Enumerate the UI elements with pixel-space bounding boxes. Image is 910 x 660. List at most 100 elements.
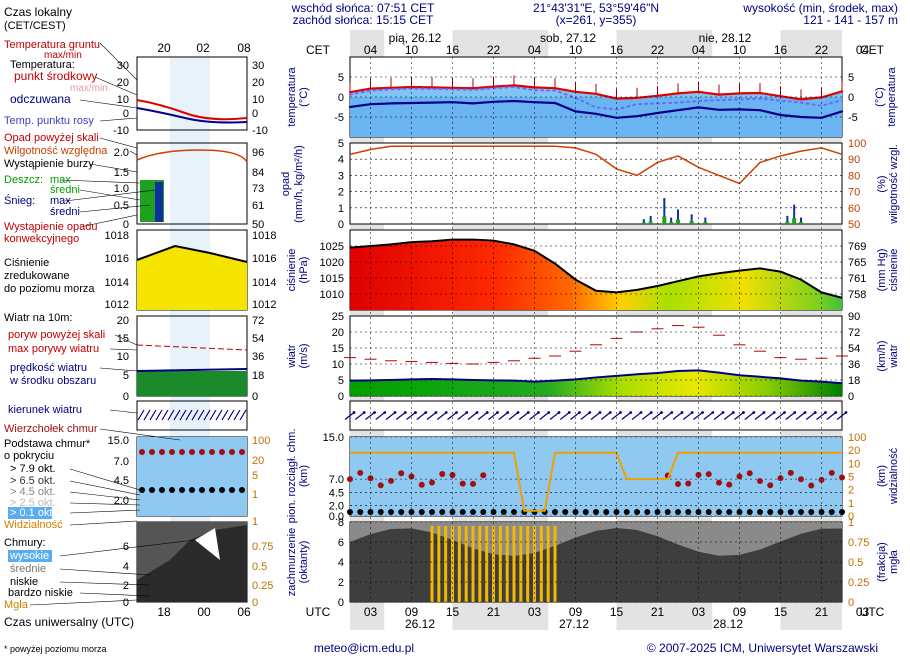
legend-tick: 4.5 <box>114 475 129 487</box>
legend-leader <box>129 150 138 156</box>
legend-gust-line <box>136 344 248 351</box>
panel-prec <box>349 142 843 225</box>
cloud-top-dot <box>839 474 845 481</box>
legend-high: wysokie <box>9 550 49 562</box>
wind-dir-head <box>752 411 756 414</box>
cloud-tick-left: 2.0 <box>329 500 344 512</box>
legend-dir-arrow <box>203 409 211 421</box>
cloud-base-dot <box>582 509 589 515</box>
legend-utc-tick: 18 <box>157 605 171 619</box>
legend-tick: 15.0 <box>108 435 129 447</box>
wind-dir-arrow <box>641 412 652 420</box>
legend-tick: 20 <box>117 315 129 327</box>
legend-wind_dir: kierunek wiatru <box>8 404 82 416</box>
legend-dir-arrow <box>221 409 229 421</box>
pres-tick-right: 761 <box>848 273 866 285</box>
wind-dir-head <box>465 411 469 414</box>
legend-tick: 20 <box>117 77 129 89</box>
legend-leader <box>59 539 196 557</box>
wind-tick-right: 36 <box>848 359 860 371</box>
legend-top-dot <box>239 449 245 455</box>
cloud-base-dot <box>798 509 804 515</box>
legend-snow-bar <box>155 182 163 222</box>
legend-top-dot <box>169 449 175 455</box>
legend-leader <box>59 581 151 586</box>
legend-top-dot <box>159 449 165 455</box>
day-label: sob, 27.12 <box>540 31 596 45</box>
utc-tick: 03 <box>692 605 706 619</box>
legend-base-dot <box>159 487 165 493</box>
pres-tick-right: 758 <box>848 289 866 301</box>
legend-dir-arrow <box>167 409 175 421</box>
wind-dir-head <box>824 411 827 414</box>
legend-cloud_top: Wierzchołek chmur <box>4 423 98 435</box>
legend-base-dot <box>169 487 175 493</box>
legend-leader <box>79 204 151 213</box>
cloud-base-dot <box>623 509 630 515</box>
precip-bar <box>793 204 796 224</box>
axis-title-press_right: ciśnienie <box>888 249 900 292</box>
wind-dir-head <box>537 411 540 414</box>
legend-rain_max: max <box>50 174 71 186</box>
wind-dir-head <box>670 411 674 414</box>
cet-tick: 04 <box>856 43 870 57</box>
cet-tick: 10 <box>733 43 747 57</box>
wind-dir-head <box>373 411 376 414</box>
wind-tick-left: 20 <box>332 327 344 339</box>
utc-tick: 09 <box>733 605 747 619</box>
legend-max_min_faint: max/min <box>70 83 108 94</box>
axis-title-fog_right_unit: (frakcja) <box>876 542 888 582</box>
fog-tick-left: 8 <box>338 517 344 529</box>
legend-base-dot <box>189 487 195 493</box>
legend-leader <box>69 480 141 496</box>
axis-title-wind_right: wiatr <box>888 344 900 369</box>
vis-tick-right: 100 <box>848 432 866 444</box>
wind-dir-arrow <box>365 412 375 420</box>
wind-dir-arrow <box>693 412 703 420</box>
fog-bar <box>478 526 482 602</box>
wind-dir-arrow <box>744 412 755 420</box>
legend-cet-tick: 20 <box>157 41 171 55</box>
fog-tick-left: 6 <box>338 537 344 549</box>
utc-tick: 09 <box>569 605 583 619</box>
legend-panel <box>136 400 248 431</box>
fog-bar <box>498 526 502 602</box>
fog-bar <box>546 526 550 602</box>
legend-leader <box>109 348 138 351</box>
legend-top-dot <box>209 449 215 455</box>
cloud-base-dot <box>500 509 507 515</box>
legend-tick: 73 <box>252 183 264 195</box>
legend-tick: 1 <box>252 516 258 528</box>
legend-leader <box>79 592 151 597</box>
fog-tick-left: 2 <box>338 577 344 589</box>
legend-leader <box>69 502 141 506</box>
legend-visibility: Widzialność <box>4 519 63 531</box>
wind-dir-head <box>844 411 848 414</box>
legend-snow_max: max <box>50 195 71 207</box>
day-label-bottom: 28.12 <box>713 617 743 631</box>
wind-dir-head <box>547 411 551 414</box>
wind-tick-left: 10 <box>332 359 344 371</box>
legend-pressure2: zredukowane <box>4 270 69 282</box>
wind-dir-arrow <box>395 412 406 420</box>
cloud-tick-left: 0.0 <box>329 511 344 523</box>
wind-dir-head <box>352 411 356 414</box>
legend-leader <box>59 179 141 184</box>
prec-tick-right: 80 <box>848 170 860 182</box>
legend-base-dot <box>229 487 235 493</box>
wind-dir-head <box>742 411 745 414</box>
wind-dir-head <box>619 411 622 414</box>
legend-low: niskie <box>10 576 38 588</box>
legend-tick: 100 <box>252 435 270 447</box>
wind-dir-arrow <box>754 412 765 420</box>
legend-top-dot <box>179 449 185 455</box>
legend-tick: 30 <box>252 60 264 72</box>
axis-title-cloud_right: widzialność <box>888 447 900 505</box>
legend-dir-arrow <box>143 409 151 421</box>
vis-tick-right: 1 <box>848 498 854 510</box>
legend-leader <box>64 189 156 202</box>
cloud-top-dot <box>408 473 415 480</box>
legend-leader <box>99 42 138 81</box>
legend-tick: 1014 <box>252 277 276 289</box>
legend-base-dot <box>209 487 215 493</box>
